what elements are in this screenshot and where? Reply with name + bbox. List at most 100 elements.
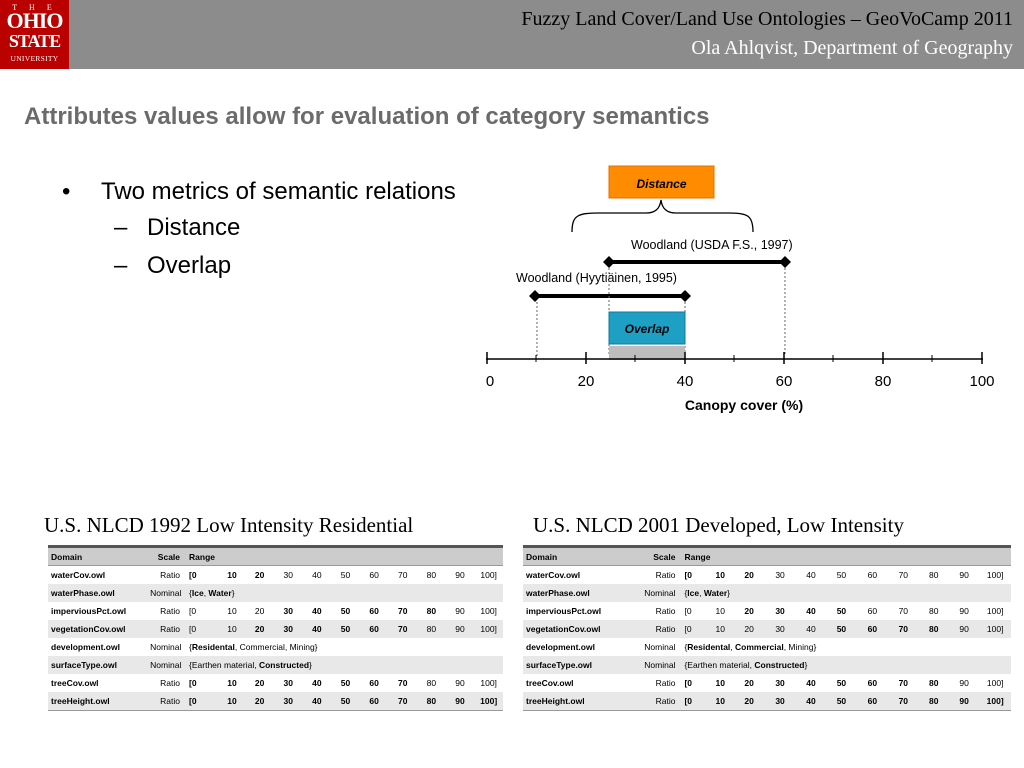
table-header-row: Domain Scale Range (48, 545, 503, 566)
x-axis-label: Canopy cover (%) (685, 397, 803, 413)
range-value-cell: [0 (681, 620, 707, 638)
range-value-cell: 100] (979, 692, 1011, 711)
distance-label: Distance (636, 177, 686, 191)
table-row: waterCov.owl Ratio [0 10 20 30 40 50 60 70 80 90 100… (48, 566, 503, 585)
scale-cell: Ratio (655, 606, 676, 616)
nlcd-2001-table: Domain Scale Range waterCov.owl Ratio [0 10 20 3… (523, 545, 1011, 711)
sub-bullet-dash: – (114, 214, 128, 241)
domain-cell: surfaceType.owl (523, 656, 636, 674)
distance-brace (571, 199, 754, 233)
range-value-cell: 40 (795, 692, 827, 711)
range-value-cell: [0 (189, 570, 197, 580)
overlap-box (608, 311, 686, 345)
range-value-cell: 10 (218, 692, 246, 711)
range-value-cell: 30 (764, 620, 796, 638)
x-tick-label: 100 (969, 373, 994, 390)
range-value-cell: 100] (480, 678, 497, 688)
domain-column-header: Domain (523, 545, 636, 566)
range-cell: {Ice, Water} (681, 584, 1011, 602)
table-row: imperviousPct.owl Ratio [0 10 20 30 40 50 60 70 80… (523, 602, 1011, 620)
table-row: treeHeight.owl Ratio [0 10 20 30 40 50 60 70 80 90 1… (523, 692, 1011, 711)
range-value-cell: 90 (959, 606, 969, 616)
range-value-cell: 60 (359, 620, 389, 638)
range-value-cell: [0 (186, 620, 219, 638)
range-value-cell: 80 (918, 620, 949, 638)
range-value-cell: 80 (417, 620, 446, 638)
usda-end-marker (779, 256, 791, 268)
range-value-cell: 10 (227, 570, 237, 580)
range-value-cell: 10 (227, 606, 237, 616)
range-value-cell: 90 (455, 606, 465, 616)
x-tick-label: 0 (486, 373, 494, 390)
range-value-cell: 30 (283, 606, 293, 616)
table-header-row: Domain Scale Range (523, 545, 1011, 566)
range-value-cell: 40 (312, 678, 322, 688)
range-cell: {Ice, Water} (186, 584, 503, 602)
range-value-cell: [0 (684, 678, 693, 688)
scale-cell: Ratio (635, 692, 682, 711)
table-row: vegetationCov.owl Ratio [0 10 20 30 40 50 60 70 80… (48, 620, 503, 638)
logo-university: UNIVERSITY (10, 54, 59, 63)
scale-cell: Ratio (655, 678, 676, 688)
range-value-cell: 60 (369, 606, 379, 616)
table-row: surfaceType.owl Nominal {Earthen material,… (48, 656, 503, 674)
range-value-cell: 70 (398, 570, 408, 580)
range-value-cell: 30 (775, 606, 785, 616)
range-column-header: Range (681, 545, 1011, 566)
range-value-cell: 50 (826, 620, 857, 638)
range-value-cell: 80 (918, 692, 949, 711)
x-tick-label: 20 (578, 373, 595, 390)
range-cell: {Earthen material, Constructed} (681, 656, 1011, 674)
range-value-cell: 70 (398, 678, 408, 688)
domain-cell: imperviousPct.owl (51, 606, 127, 616)
range-value-cell: 30 (775, 570, 785, 580)
range-value-cell: 40 (312, 570, 322, 580)
range-value-cell: 70 (898, 678, 909, 688)
domain-cell: development.owl (526, 642, 595, 652)
range-value-cell: 30 (273, 692, 303, 711)
range-value-cell: 30 (273, 620, 303, 638)
table-row: waterPhase.owl Nominal {Ice, Water} (48, 584, 503, 602)
range-value-cell: 90 (445, 620, 475, 638)
usda-label: Woodland (USDA F.S., 1997) (631, 238, 793, 252)
table-row: surfaceType.owl Nominal {Earthen material,… (523, 656, 1011, 674)
range-value-cell: [0 (189, 606, 197, 616)
x-tick-label: 80 (875, 373, 892, 390)
range-value-cell: 90 (948, 620, 980, 638)
domain-cell: treeCov.owl (526, 678, 574, 688)
table-row: development.owl Nominal {Residental, Comme… (523, 638, 1011, 656)
scale-cell: Ratio (655, 570, 676, 580)
domain-cell: treeHeight.owl (523, 692, 636, 711)
sub-bullet-text: Distance (147, 214, 241, 241)
range-value-cell: 60 (359, 692, 389, 711)
range-value-cell: 10 (715, 570, 725, 580)
domain-cell: waterPhase.owl (48, 584, 148, 602)
domain-column-header: Domain (48, 545, 148, 566)
bullet-text: Two metrics of semantic relations (101, 178, 456, 205)
usda-start-marker (603, 256, 615, 268)
logo-ohio: OHIO (6, 8, 64, 33)
hyyt-start-marker (529, 290, 541, 302)
range-value-cell: 70 (398, 606, 408, 616)
range-value-cell: 100] (474, 692, 503, 711)
range-value-cell: [0 (684, 570, 693, 580)
scale-cell: Ratio (147, 620, 187, 638)
range-cell: {Residental, Commercial, Mining} (684, 642, 817, 652)
range-value-cell: 80 (426, 570, 437, 580)
range-value-cell: 80 (929, 570, 939, 580)
range-value-cell: 20 (245, 692, 274, 711)
range-value-cell: 90 (959, 678, 969, 688)
range-value-cell: 30 (283, 570, 293, 580)
slide-header: T H E OHIO STATE UNIVERSITY Fuzzy Land C… (0, 0, 1024, 69)
range-value-cell: 60 (369, 678, 379, 688)
bullet-dot: • (62, 178, 71, 205)
range-value-cell: 20 (733, 620, 765, 638)
range-cell: {Earthen material, Constructed} (186, 656, 503, 674)
x-axis-ticks (486, 352, 983, 364)
range-value-cell: 60 (867, 606, 878, 616)
x-tick-label: 60 (776, 373, 793, 390)
header-title: Fuzzy Land Cover/Land Use Ontologies – G… (521, 8, 1013, 30)
range-value-cell: [0 (186, 692, 219, 711)
range-value-cell: [0 (681, 692, 707, 711)
range-value-cell: 100] (480, 606, 497, 616)
